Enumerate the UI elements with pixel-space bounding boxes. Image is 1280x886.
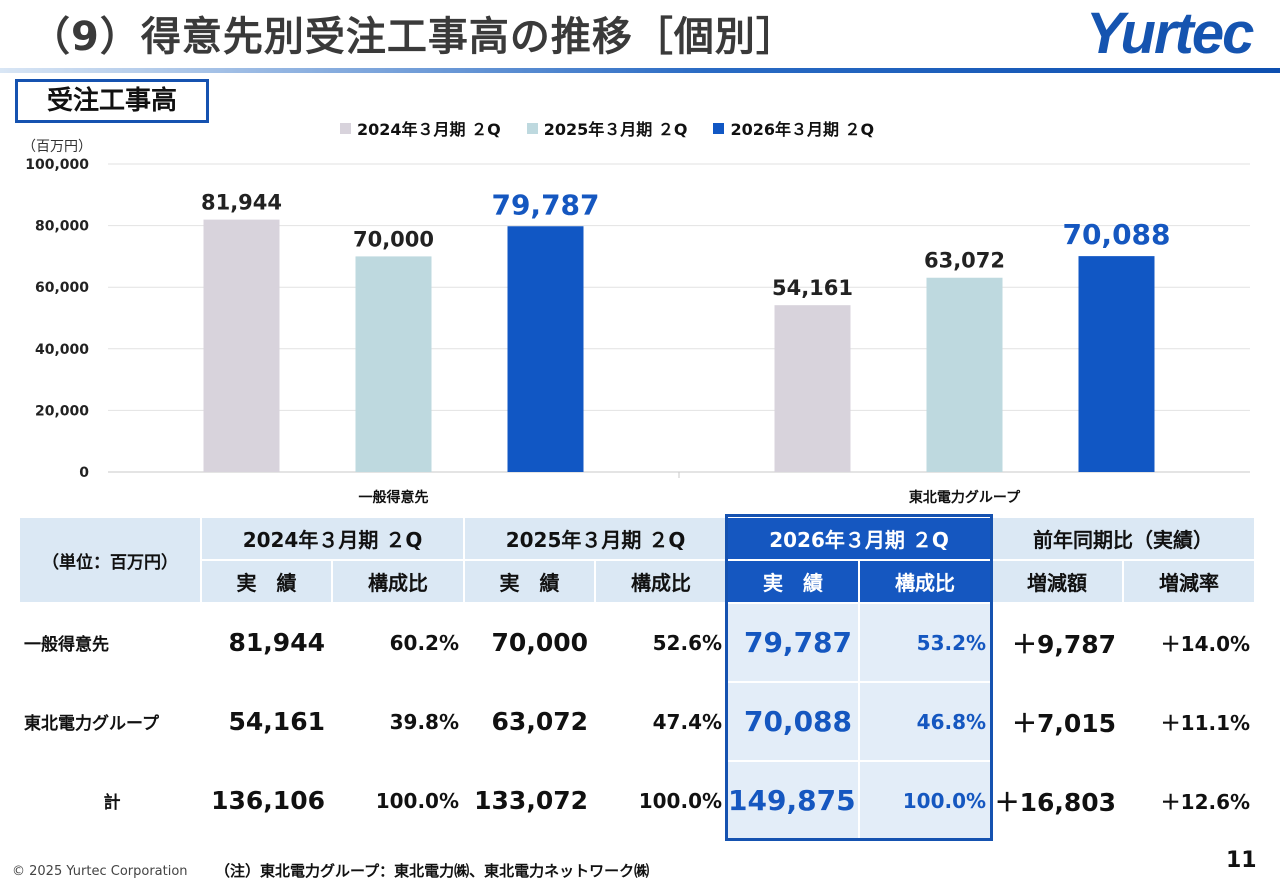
legend-item-2024: 2024年３月期 ２Q	[340, 116, 501, 140]
legend-label-2026: 2026年３月期 ２Q	[730, 120, 875, 139]
subheader-actual-2024: 実 績	[200, 559, 333, 604]
y-tick-label: 0	[79, 465, 89, 481]
bar-2026	[1078, 256, 1155, 472]
section-label: 受注工事高	[15, 79, 209, 123]
legend-swatch-2026	[713, 122, 725, 134]
cell-ratio-2024: 100.0%	[330, 760, 466, 841]
footnote: （注）東北電力グループ：東北電力㈱、東北電力ネットワーク㈱	[215, 862, 650, 880]
table-row: 一般得意先 81,944 60.2% 70,000 52.6% 79,787 5…	[18, 602, 1257, 683]
legend-label-2024: 2024年３月期 ２Q	[357, 120, 501, 139]
subheader-diff: 増減額	[990, 559, 1125, 604]
copyright: © 2025 Yurtec Corporation	[12, 864, 188, 879]
cell-value-2026: 79,787	[726, 602, 861, 683]
cell-diff: ＋7,015	[990, 681, 1125, 762]
cell-ratio-2024: 39.8%	[330, 681, 466, 762]
cell-value-2025: 63,072	[463, 681, 597, 762]
subheader-actual-2025: 実 績	[463, 559, 597, 604]
bar-chart: 0 20,000 40,000 60,000 80,000 100,000 81,944 70…	[25, 157, 1250, 506]
yurtec-logo: Yurtec	[1086, 1, 1254, 66]
bar-2024	[774, 305, 851, 472]
title-underline	[0, 68, 1280, 73]
cell-value-2026: 149,875	[726, 760, 861, 841]
data-label: 81,944	[201, 191, 282, 215]
table-unit-label: （単位：百万円）	[18, 516, 202, 604]
chart-legend: 2024年３月期 ２Q 2025年３月期 ２Q 2026年３月期 ２Q	[340, 116, 874, 140]
x-category-label: 東北電力グループ	[909, 489, 1021, 506]
subheader-ratio-2024: 構成比	[330, 559, 466, 604]
cell-rate: ＋11.1%	[1122, 681, 1257, 762]
cell-rate: ＋14.0%	[1122, 602, 1257, 683]
subheader-actual-2026: 実 績	[726, 559, 861, 604]
orders-table: （単位：百万円） 2024年３月期 ２Q 2025年３月期 ２Q 2026年３月…	[18, 516, 1257, 841]
bar-2025	[355, 256, 432, 472]
header-period-2026: 2026年３月期 ２Q	[726, 516, 993, 561]
cell-diff: ＋9,787	[990, 602, 1125, 683]
cell-value-2026: 70,088	[726, 681, 861, 762]
x-category-label: 一般得意先	[359, 489, 429, 506]
header-period-2025: 2025年３月期 ２Q	[463, 516, 729, 561]
row-label-total: 計	[18, 760, 202, 841]
y-tick-label: 60,000	[35, 280, 89, 296]
y-axis-unit: （百万円）	[22, 139, 92, 155]
table-row: 東北電力グループ 54,161 39.8% 63,072 47.4% 70,08…	[18, 681, 1257, 762]
cell-value-2024: 81,944	[200, 602, 333, 683]
data-label: 70,000	[353, 227, 434, 251]
legend-label-2025: 2025年３月期 ２Q	[543, 120, 688, 139]
cell-diff: ＋16,803	[990, 760, 1125, 841]
cell-ratio-2026: 46.8%	[858, 681, 993, 762]
cell-value-2025: 70,000	[463, 602, 597, 683]
cell-ratio-2024: 60.2%	[330, 602, 466, 683]
cell-ratio-2025: 100.0%	[594, 760, 729, 841]
cell-ratio-2025: 52.6%	[594, 602, 729, 683]
data-label: 54,161	[772, 276, 853, 300]
legend-item-2025: 2025年３月期 ２Q	[526, 116, 688, 140]
cell-rate: ＋12.6%	[1122, 760, 1257, 841]
cell-ratio-2026: 100.0%	[858, 760, 993, 841]
header-period-2024: 2024年３月期 ２Q	[199, 516, 466, 561]
y-tick-label: 100,000	[25, 157, 89, 173]
bar-2026	[507, 226, 584, 472]
legend-swatch-2025	[526, 122, 538, 134]
y-tick-label: 80,000	[35, 219, 89, 235]
cell-ratio-2025: 47.4%	[594, 681, 729, 762]
cell-value-2025: 133,072	[463, 760, 597, 841]
data-label: 79,787	[491, 188, 599, 221]
header-yoy: 前年同期比（実績）	[990, 516, 1257, 561]
row-label: 東北電力グループ	[18, 681, 202, 762]
page-title: （9）得意先別受注工事高の推移［個別］	[30, 14, 797, 60]
y-tick-label: 20,000	[35, 403, 89, 419]
cell-ratio-2026: 53.2%	[858, 602, 993, 683]
legend-swatch-2024	[340, 122, 351, 134]
page-number: 11	[1226, 848, 1257, 873]
data-label: 63,072	[924, 249, 1005, 273]
subheader-rate: 増減率	[1122, 559, 1257, 604]
legend-item-2026: 2026年３月期 ２Q	[713, 116, 874, 140]
subheader-ratio-2025: 構成比	[594, 559, 729, 604]
bar-2025	[926, 277, 1003, 472]
y-tick-label: 40,000	[35, 342, 89, 358]
row-label: 一般得意先	[18, 602, 202, 683]
cell-value-2024: 136,106	[200, 760, 333, 841]
bar-2024	[203, 219, 280, 472]
cell-value-2024: 54,161	[200, 681, 333, 762]
table-row-total: 計 136,106 100.0% 133,072 100.0% 149,875 …	[18, 760, 1257, 841]
subheader-ratio-2026: 構成比	[858, 559, 993, 604]
data-label: 70,088	[1062, 218, 1170, 251]
